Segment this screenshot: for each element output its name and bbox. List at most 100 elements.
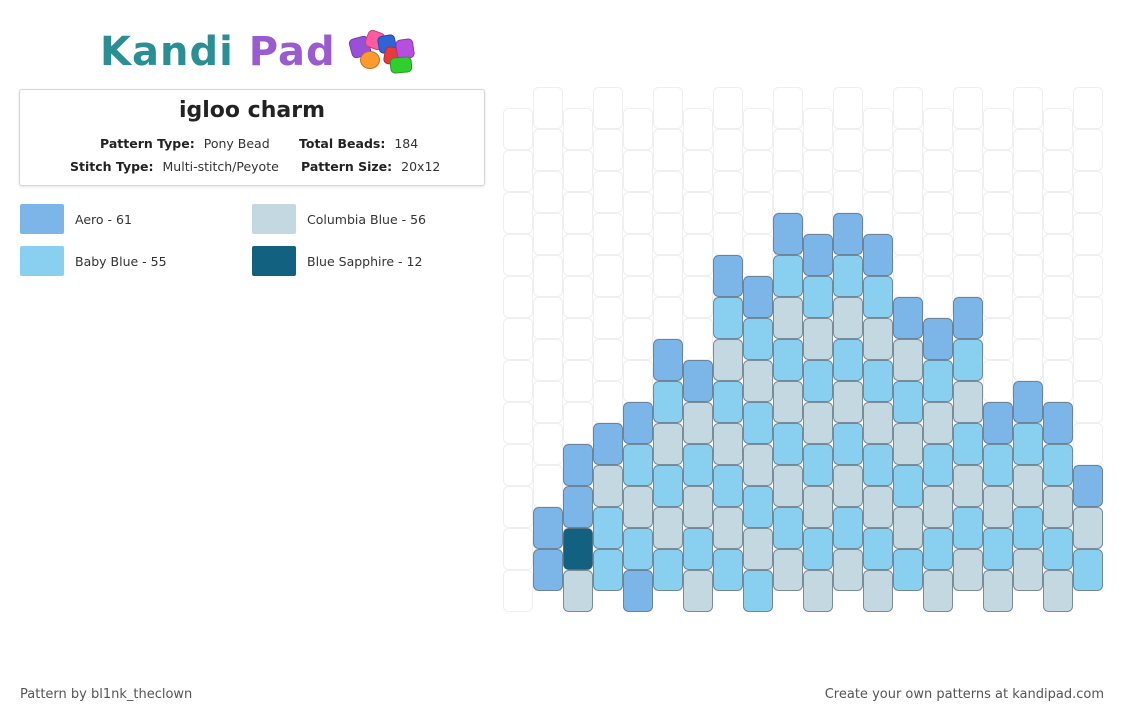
- empty-bead-slot: [503, 570, 533, 612]
- empty-bead-slot: [743, 108, 773, 150]
- stitch-type-value: Multi-stitch/Peyote: [162, 159, 279, 174]
- empty-bead-slot: [623, 276, 653, 318]
- bead-pattern-grid: [503, 87, 1105, 613]
- pattern-size-row: Pattern Size: 20x12: [301, 159, 440, 174]
- empty-bead-slot: [683, 234, 713, 276]
- empty-bead-slot: [623, 192, 653, 234]
- bead: [563, 570, 593, 612]
- bead: [803, 444, 833, 486]
- bead: [1073, 465, 1103, 507]
- bead: [653, 549, 683, 591]
- empty-bead-slot: [503, 444, 533, 486]
- empty-bead-slot: [1043, 108, 1073, 150]
- bead: [773, 549, 803, 591]
- bead: [803, 570, 833, 612]
- bead: [653, 423, 683, 465]
- empty-bead-slot: [593, 129, 623, 171]
- bead: [653, 507, 683, 549]
- empty-bead-slot: [563, 234, 593, 276]
- bead: [863, 570, 893, 612]
- bead: [563, 444, 593, 486]
- bead: [803, 276, 833, 318]
- empty-bead-slot: [1073, 171, 1103, 213]
- empty-bead-slot: [1043, 360, 1073, 402]
- empty-bead-slot: [983, 108, 1013, 150]
- empty-bead-slot: [563, 276, 593, 318]
- empty-bead-slot: [503, 276, 533, 318]
- empty-bead-slot: [683, 150, 713, 192]
- empty-bead-slot: [743, 192, 773, 234]
- bead: [1013, 423, 1043, 465]
- empty-bead-slot: [533, 87, 563, 129]
- bead: [983, 528, 1013, 570]
- bead: [833, 213, 863, 255]
- legend-label: Columbia Blue - 56: [307, 211, 427, 227]
- bead: [623, 402, 653, 444]
- empty-bead-slot: [713, 171, 743, 213]
- legend-item-aero: Aero - 61: [20, 203, 132, 235]
- bead: [593, 507, 623, 549]
- empty-bead-slot: [863, 150, 893, 192]
- empty-bead-slot: [623, 234, 653, 276]
- empty-bead-slot: [533, 465, 563, 507]
- bead: [773, 213, 803, 255]
- empty-bead-slot: [713, 129, 743, 171]
- bead: [653, 381, 683, 423]
- bead: [743, 528, 773, 570]
- bead: [563, 528, 593, 570]
- legend-label: Blue Sapphire - 12: [307, 253, 423, 269]
- empty-bead-slot: [1013, 87, 1043, 129]
- bead: [683, 444, 713, 486]
- empty-bead-slot: [893, 129, 923, 171]
- empty-bead-slot: [623, 108, 653, 150]
- pattern-type-row: Pattern Type: Pony Bead: [100, 136, 270, 151]
- bead: [713, 255, 743, 297]
- color-swatch: [252, 246, 296, 276]
- bead: [623, 444, 653, 486]
- bead: [563, 486, 593, 528]
- empty-bead-slot: [1043, 192, 1073, 234]
- bead: [923, 360, 953, 402]
- legend-label: Baby Blue - 55: [75, 253, 167, 269]
- empty-bead-slot: [533, 297, 563, 339]
- bead: [833, 549, 863, 591]
- bead: [773, 465, 803, 507]
- empty-bead-slot: [863, 108, 893, 150]
- empty-bead-slot: [1073, 297, 1103, 339]
- empty-bead-slot: [1073, 423, 1103, 465]
- bead: [1013, 465, 1043, 507]
- empty-bead-slot: [653, 129, 683, 171]
- empty-bead-slot: [1073, 255, 1103, 297]
- empty-bead-slot: [953, 255, 983, 297]
- bead: [833, 465, 863, 507]
- bead: [953, 339, 983, 381]
- bead: [833, 297, 863, 339]
- empty-bead-slot: [563, 360, 593, 402]
- pattern-title: igloo charm: [178, 98, 326, 123]
- bead: [743, 570, 773, 612]
- kandipad-promo-link[interactable]: Create your own patterns at kandipad.com: [824, 687, 1104, 702]
- bead: [713, 423, 743, 465]
- empty-bead-slot: [533, 423, 563, 465]
- bead: [983, 570, 1013, 612]
- bead: [743, 444, 773, 486]
- empty-bead-slot: [983, 150, 1013, 192]
- bead: [953, 549, 983, 591]
- bead: [923, 402, 953, 444]
- kandipad-logo[interactable]: Kandi Pad: [100, 24, 415, 80]
- empty-bead-slot: [833, 87, 863, 129]
- empty-bead-slot: [503, 318, 533, 360]
- pattern-size-label: Pattern Size:: [301, 159, 393, 174]
- empty-bead-slot: [1013, 129, 1043, 171]
- empty-bead-slot: [653, 213, 683, 255]
- bead: [743, 402, 773, 444]
- bead: [833, 339, 863, 381]
- bead: [833, 423, 863, 465]
- bead: [623, 570, 653, 612]
- bead: [1043, 486, 1073, 528]
- empty-bead-slot: [953, 213, 983, 255]
- empty-bead-slot: [983, 360, 1013, 402]
- bead: [863, 318, 893, 360]
- bead: [773, 297, 803, 339]
- bead: [893, 549, 923, 591]
